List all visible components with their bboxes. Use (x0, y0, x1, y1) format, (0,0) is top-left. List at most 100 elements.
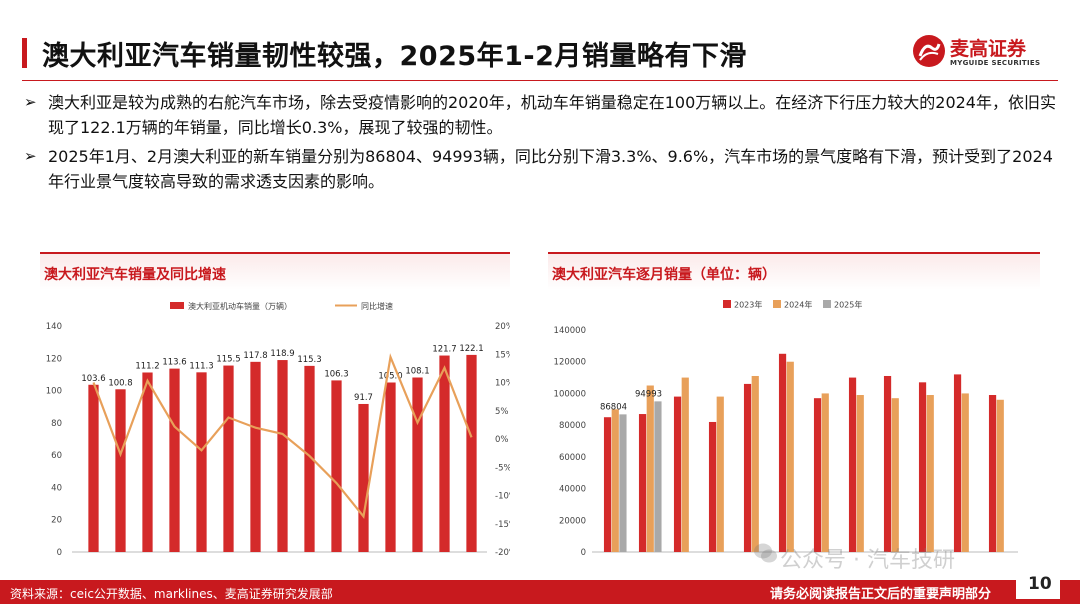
bar-annual-sales (385, 382, 396, 552)
bar-monthly-sales (786, 361, 794, 552)
bar-annual-sales (277, 360, 288, 552)
y2-tick-label: 10% (495, 379, 510, 389)
data-label-sales: 91.7 (354, 393, 373, 403)
bar-monthly-sales (751, 375, 759, 552)
legend-label-2: 2025年 (834, 300, 862, 310)
bar-annual-sales (358, 403, 369, 552)
bar-monthly-sales (996, 399, 1004, 552)
data-label-sales: 105.0 (378, 372, 402, 382)
legend-swatch-sales (170, 302, 184, 309)
data-label-sales: 108.1 (405, 366, 429, 376)
y-tick-label: 20 (51, 516, 62, 526)
bullet-text: 澳大利亚是较为成熟的右舵汽车市场，除去受疫情影响的2020年，机动车年销量稳定在… (48, 93, 1056, 137)
y-tick-label: 80 (51, 419, 62, 429)
annual-sales-chart: 澳大利亚机动车销量（万辆） 同比增速 0 20 40 60 80 100 120 140 -20% -… (46, 301, 510, 556)
y-tick-label: 80000 (559, 421, 586, 431)
data-label-sales: 111.3 (189, 361, 213, 371)
y-tick-label: 40000 (559, 485, 586, 495)
line-yoy-growth (92, 353, 473, 519)
y-tick-label: 140000 (554, 326, 586, 336)
bar-annual-sales (412, 377, 423, 552)
data-label-sales: 117.8 (243, 351, 267, 361)
y2-tick-label: -5% (495, 463, 510, 473)
monthly-sales-chart: 2023年 2024年 2025年 0 20000 40000 60000 80000 1000… (554, 300, 1018, 556)
legend-swatch-0 (723, 300, 731, 308)
data-label-sales: 115.3 (297, 355, 321, 365)
bar-annual-sales (250, 361, 261, 552)
bar-monthly-sales (611, 409, 619, 552)
page-number: 10 (1028, 574, 1052, 594)
footer-source: 资料来源：ceic公开数据、marklines、麦高证券研究发展部 (10, 587, 333, 601)
arrow-bullet-icon: ➢ (24, 93, 37, 111)
data-label-sales: 122.1 (459, 344, 483, 354)
data-label-sales: 106.3 (324, 369, 348, 379)
y-tick-label: 140 (46, 322, 62, 332)
bar-monthly-sales (856, 395, 864, 552)
legend-label-sales: 澳大利亚机动车销量（万辆） (188, 301, 292, 311)
bar-annual-sales (196, 372, 207, 552)
bar-monthly-sales (743, 383, 752, 552)
data-label-sales: 121.7 (432, 345, 456, 355)
y2-tick-label: -20% (495, 548, 510, 556)
bar-monthly-sales (716, 396, 724, 552)
data-label-2025: 94993 (635, 389, 662, 399)
page-number-box (1016, 573, 1060, 599)
y2-tick-label: 20% (495, 322, 510, 332)
bar-monthly-sales (953, 374, 962, 552)
footer-bar (0, 580, 1080, 604)
data-label-sales: 100.8 (108, 378, 132, 388)
bar-annual-sales (331, 380, 342, 552)
bar-monthly-sales (918, 382, 927, 552)
y-tick-label: 60000 (559, 453, 586, 463)
y-tick-label: 60 (51, 451, 62, 461)
bullet-text: 2025年1月、2月澳大利亚的新车销量分别为86804、94993辆，同比分别下… (48, 147, 1053, 191)
bar-annual-sales (439, 355, 450, 552)
bullet-item: ➢ 2025年1月、2月澳大利亚的新车销量分别为86804、94993辆，同比分… (22, 144, 1058, 194)
bar-monthly-sales (673, 396, 682, 552)
logo-text-en: MYGUIDE SECURITIES (950, 59, 1041, 67)
bar-monthly-sales (926, 395, 934, 552)
data-label-sales: 118.9 (270, 349, 294, 359)
y2-tick-label: 5% (495, 407, 509, 417)
bar-annual-sales (88, 384, 99, 552)
data-label-sales: 103.6 (81, 374, 105, 384)
data-label-sales: 111.2 (135, 361, 159, 371)
left-chart-header: 澳大利亚汽车销量及同比增速 (40, 254, 510, 290)
bar-annual-sales (169, 368, 180, 552)
left-chart-title: 澳大利亚汽车销量及同比增速 (44, 267, 226, 283)
logo-text-cn: 麦高证券 (950, 38, 1027, 60)
bullet-list: ➢ 澳大利亚是较为成熟的右舵汽车市场，除去受疫情影响的2020年，机动车年销量稳… (22, 90, 1058, 198)
bar-annual-sales (115, 389, 126, 552)
title-divider (22, 80, 1058, 81)
bar-monthly-sales (883, 375, 892, 552)
y2-tick-label: -15% (495, 520, 510, 530)
bar-monthly-sales (961, 393, 969, 552)
legend-label-yoy: 同比增速 (361, 301, 393, 311)
bar-annual-sales (466, 354, 477, 552)
title-accent-bar (22, 38, 27, 68)
y-tick-label: 40 (51, 483, 62, 493)
bar-monthly-sales (646, 385, 654, 552)
bar-monthly-sales (708, 421, 717, 552)
watermark-text: 公众号 · 汽车技研 (780, 548, 955, 573)
brand-logo: 麦高证券 MYGUIDE SECURITIES (912, 34, 1052, 72)
data-label-2025: 86804 (600, 402, 627, 412)
page-title: 澳大利亚汽车销量韧性较强，2025年1-2月销量略有下滑 (42, 41, 747, 72)
bar-monthly-sales (619, 414, 627, 552)
data-label-sales: 115.5 (216, 355, 240, 365)
y-tick-label: 120000 (554, 358, 586, 368)
y2-tick-label: 0% (495, 435, 509, 445)
y-tick-label: 20000 (559, 516, 586, 526)
y2-tick-label: -10% (495, 492, 510, 502)
y-tick-label: 120 (46, 354, 62, 364)
wechat-watermark-icon (754, 543, 777, 563)
right-chart-title: 澳大利亚汽车逐月销量（单位：辆） (552, 267, 776, 283)
legend-swatch-1 (773, 300, 781, 308)
right-chart-header: 澳大利亚汽车逐月销量（单位：辆） (548, 254, 1040, 290)
legend-swatch-2 (823, 300, 831, 308)
y-tick-label: 100 (46, 387, 62, 397)
y-tick-label: 0 (581, 548, 586, 556)
bar-monthly-sales (638, 414, 647, 552)
left-chart-panel: 澳大利亚汽车销量及同比增速 澳大利亚机动车销量（万辆） 同比增速 0 20 40 60 80… (40, 252, 510, 556)
bar-monthly-sales (813, 398, 822, 552)
